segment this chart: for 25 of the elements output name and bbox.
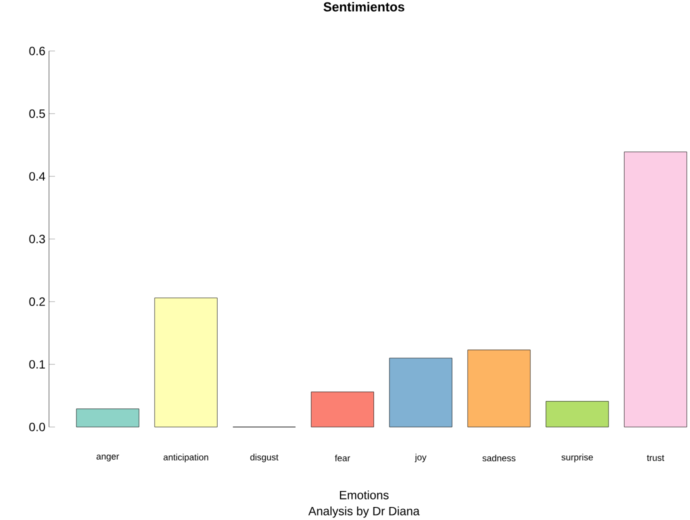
- bar: [546, 401, 609, 428]
- bar: [624, 152, 688, 428]
- chart-title: Sentimientos: [324, 2, 404, 12]
- x-tick-label: trust: [646, 455, 664, 461]
- x-tick-label: anticipation: [164, 454, 208, 462]
- bar: [310, 392, 374, 428]
- x-tick-label: anger: [96, 454, 120, 462]
- y-tick-label: 0.3: [29, 234, 45, 244]
- x-axis-title: Emotions: [340, 490, 389, 500]
- y-tick-label: 0.5: [29, 109, 45, 118]
- bar: [389, 358, 452, 428]
- x-tick-label: joy: [414, 454, 426, 462]
- bar: [76, 408, 140, 428]
- x-tick-label: fear: [334, 454, 350, 462]
- y-tick-label: 0.0: [29, 422, 46, 432]
- text: Analysis by Dr Diana: [308, 506, 420, 518]
- y-tick-label: 0.6: [29, 46, 45, 56]
- x-tick-label: disgust: [250, 454, 278, 462]
- x-tick-label: surprise: [562, 454, 593, 462]
- bar: [154, 298, 218, 428]
- y-tick-label: 0.1: [29, 360, 45, 369]
- x-tick-label: sadness: [482, 454, 516, 462]
- y-tick-label: 0.4: [29, 172, 46, 181]
- y-tick-label: 0.2: [29, 297, 45, 306]
- bar: [468, 350, 531, 428]
